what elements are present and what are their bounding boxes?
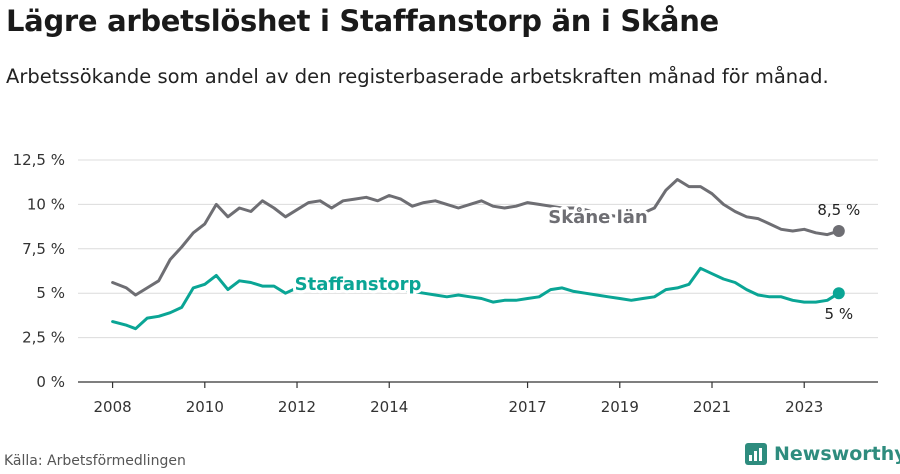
y-axis-tick-labels: 0 % 2,5 % 5 % 7,5 % 10 % 12,5 %: [13, 151, 65, 391]
y-tick-label: 2,5 %: [22, 329, 65, 347]
source-note: Källa: Arbetsförmedlingen: [4, 453, 186, 469]
x-tick-label: 2014: [370, 398, 408, 416]
x-axis: 2008 2010 2012 2014 2017 2019 2021 2023: [78, 381, 878, 416]
series-name-label: Skåne län: [548, 206, 648, 228]
y-tick-label: 12,5 %: [13, 151, 65, 169]
brand-logo: Newsworthy: [745, 443, 900, 465]
x-tick-label: 2021: [693, 398, 731, 416]
x-tick-label: 2017: [508, 398, 546, 416]
brand-name: Newsworthy: [774, 443, 900, 465]
x-tick-label: 2008: [93, 398, 131, 416]
x-tick-label: 2023: [785, 398, 823, 416]
end-value-label: 5 %: [825, 305, 854, 323]
newsworthy-logo-icon: [745, 443, 767, 465]
series-line-1: [111, 266, 841, 331]
end-value-label: 8,5 %: [817, 201, 860, 219]
series-name-halo: Skåne län: [548, 206, 648, 228]
series-end-point: [832, 287, 845, 300]
series-line-0: [111, 178, 841, 297]
y-tick-label: 7,5 %: [22, 240, 65, 258]
chart-subtitle: Arbetssökande som andel av den registerb…: [6, 65, 829, 88]
x-tick-label: 2012: [278, 398, 316, 416]
series-name-label: Staffanstorp: [295, 274, 422, 295]
y-tick-label: 0 %: [36, 373, 65, 391]
x-tick-label: 2010: [186, 398, 224, 416]
series-name-halo: Staffanstorp: [295, 274, 422, 295]
grid-lines: [78, 159, 878, 339]
series-end-point: [832, 225, 845, 238]
series-lines: [111, 178, 845, 331]
chart-title: Lägre arbetslöshet i Staffanstorp än i S…: [6, 4, 719, 38]
x-tick-label: 2019: [601, 398, 639, 416]
y-tick-label: 10 %: [27, 195, 65, 213]
y-tick-label: 5 %: [36, 284, 65, 302]
